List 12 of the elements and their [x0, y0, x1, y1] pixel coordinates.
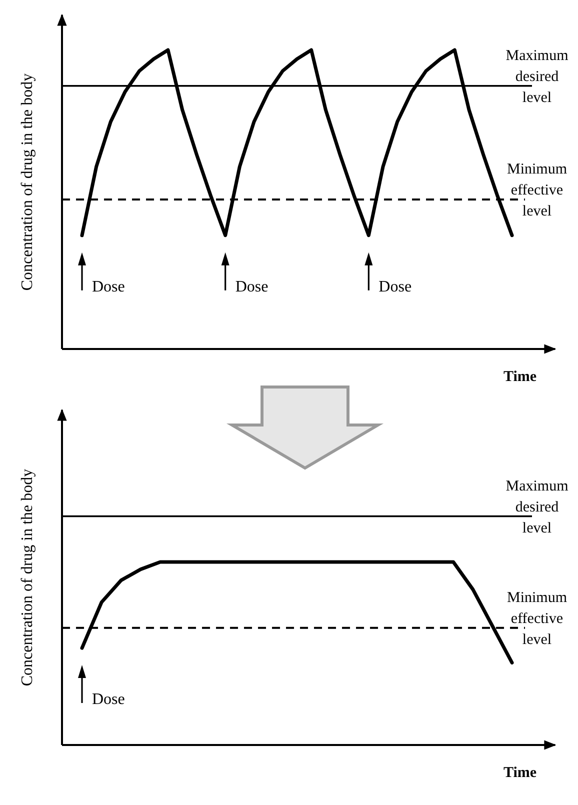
x-axis-title: Time — [503, 369, 537, 385]
x-axis-title: Time — [503, 765, 537, 781]
y-axis-title: Concentration of drug in the body — [19, 468, 36, 686]
ref-line-label: Maximum desired level — [506, 48, 569, 106]
ref-line-label: Maximum desired level — [506, 478, 569, 536]
y-axis-title: Concentration of drug in the body — [19, 73, 36, 291]
ref-line-label: Minimum effective level — [506, 590, 568, 648]
annotation: Dose — [92, 278, 125, 296]
annotation: Dose — [378, 278, 412, 296]
annotation: Dose — [235, 278, 268, 296]
ref-line-label: Minimum effective level — [506, 162, 568, 220]
annotation: Dose — [92, 691, 125, 708]
